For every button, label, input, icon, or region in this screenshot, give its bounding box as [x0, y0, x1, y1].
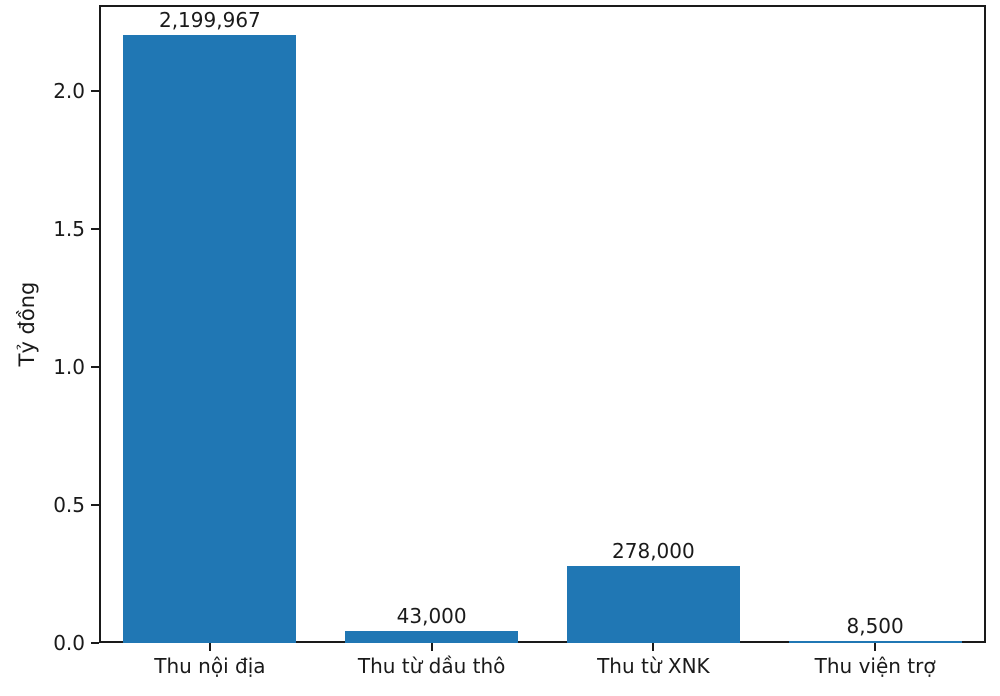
- y-tick-label-1: 0.5: [53, 492, 85, 517]
- y-tick-mark-2: [91, 365, 99, 368]
- bar-1: [345, 631, 518, 643]
- y-axis-label: Tỷ đồng: [15, 281, 39, 367]
- bar-value-label-3: 8,500: [846, 613, 904, 638]
- y-tick-label-3: 1.5: [53, 216, 85, 241]
- bar-3: [789, 640, 962, 643]
- x-tick-mark-1: [430, 643, 433, 651]
- y-tick-mark-3: [91, 227, 99, 230]
- bar-2: [567, 566, 740, 643]
- bar-value-label-1: 43,000: [396, 604, 467, 629]
- x-tick-mark-3: [874, 643, 877, 651]
- x-tick-label-1: Thu từ dầu thô: [357, 654, 506, 678]
- y-tick-label-0: 0.0: [53, 631, 85, 655]
- y-tick-mark-4: [91, 89, 99, 92]
- bar-value-label-2: 278,000: [612, 539, 695, 564]
- y-tick-mark-1: [91, 503, 99, 506]
- x-tick-label-2: Thu từ XNK: [597, 654, 710, 678]
- y-tick-mark-0: [91, 642, 99, 644]
- x-tick-label-3: Thu viện trợ: [814, 654, 936, 678]
- y-tick-label-4: 2.0: [53, 78, 85, 103]
- x-tick-mark-0: [208, 643, 211, 651]
- y-tick-label-2: 1.0: [53, 354, 85, 379]
- x-tick-label-0: Thu nội địa: [154, 654, 266, 678]
- x-tick-mark-2: [652, 643, 655, 651]
- bar-0: [123, 35, 296, 643]
- bar-value-label-0: 2,199,967: [158, 8, 261, 33]
